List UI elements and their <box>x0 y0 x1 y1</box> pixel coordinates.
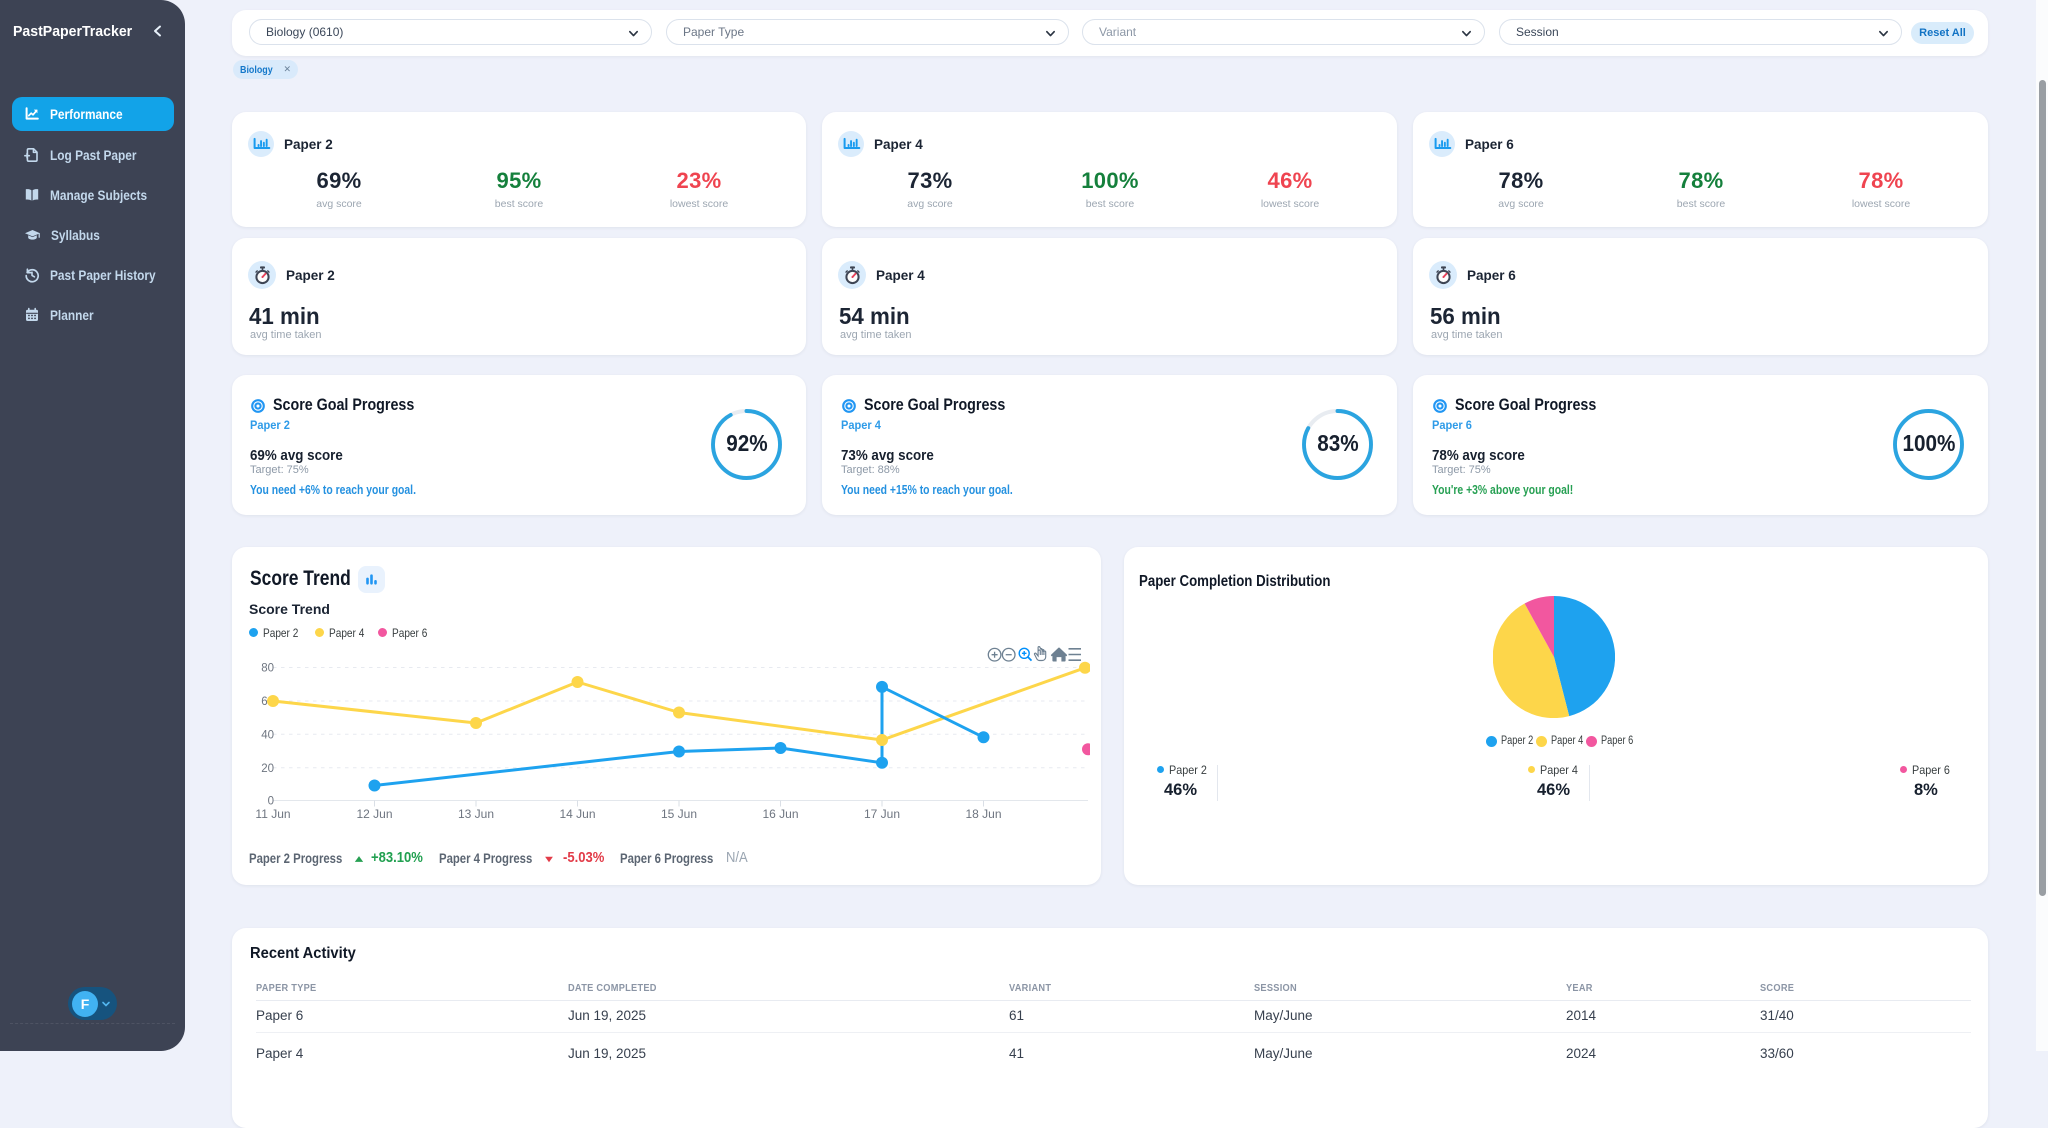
svg-text:0: 0 <box>268 796 274 808</box>
svg-text:16 Jun: 16 Jun <box>762 807 798 821</box>
svg-text:18 Jun: 18 Jun <box>965 807 1001 821</box>
svg-text:40: 40 <box>261 729 274 741</box>
svg-text:20: 20 <box>261 763 274 775</box>
svg-text:15 Jun: 15 Jun <box>661 807 697 821</box>
svg-text:12 Jun: 12 Jun <box>356 807 392 821</box>
svg-text:17 Jun: 17 Jun <box>864 807 900 821</box>
svg-text:14 Jun: 14 Jun <box>559 807 595 821</box>
svg-text:80: 80 <box>261 663 274 675</box>
svg-text:11 Jun: 11 Jun <box>255 807 290 821</box>
svg-text:13 Jun: 13 Jun <box>458 807 494 821</box>
